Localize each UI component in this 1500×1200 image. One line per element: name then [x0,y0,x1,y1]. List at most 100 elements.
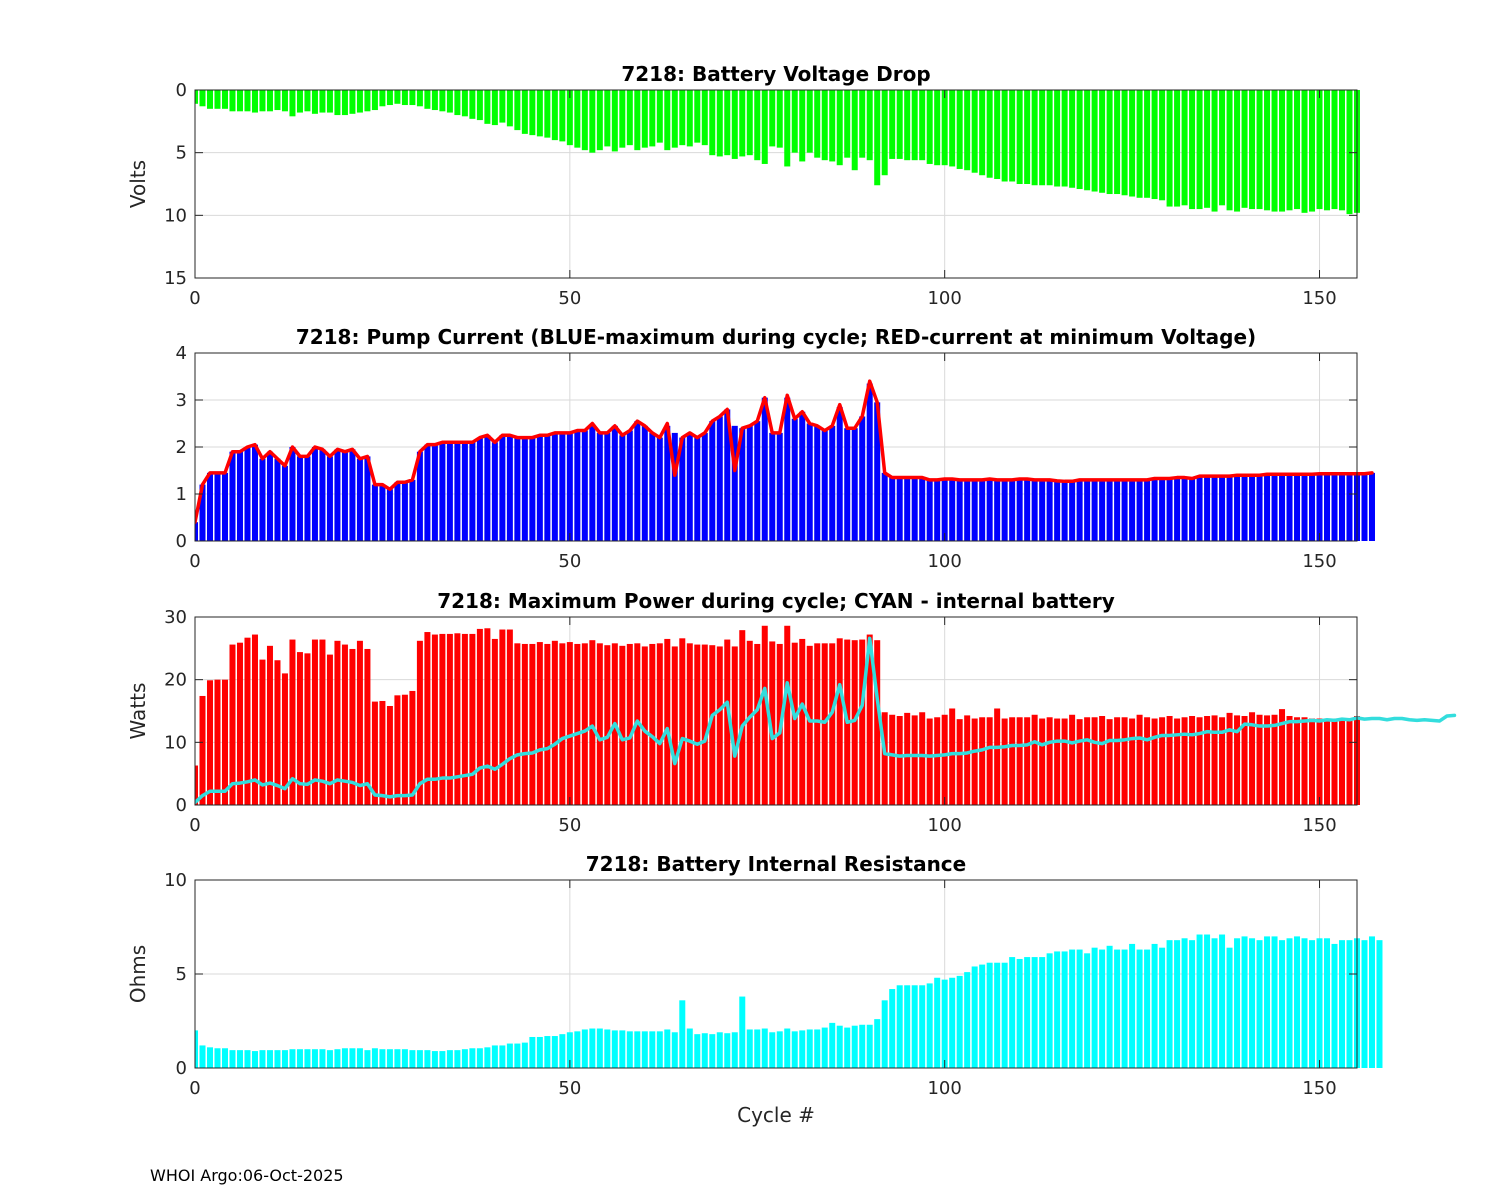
y-tick-label: 0 [176,80,187,101]
bar [821,90,828,161]
bar [926,90,933,164]
bar [484,435,491,541]
bar [821,643,828,805]
bar [521,90,528,134]
bar [979,964,986,1068]
bar [311,1049,318,1068]
bar [1181,717,1188,805]
x-tick-label: 150 [1302,815,1336,836]
bar [1256,475,1263,541]
bar [1271,714,1278,805]
bar [244,1050,251,1068]
bar [941,714,948,805]
bar [896,477,903,541]
bar [1204,476,1211,541]
bar [1031,714,1038,805]
bar [334,449,341,541]
bar [1129,90,1136,197]
bar [349,90,356,114]
bar [874,640,881,805]
y-tick-label: 2 [176,437,187,458]
axis-margin-mask [185,879,195,1069]
chart-title: 7218: Battery Internal Resistance [586,852,966,876]
bar [566,432,573,541]
bar [319,639,326,805]
bar [1031,90,1038,186]
bar [1189,90,1196,210]
bar [461,90,468,117]
bar [874,1019,881,1068]
y-tick-label: 15 [164,268,187,289]
bar [1294,474,1301,541]
y-tick-label: 0 [176,795,187,816]
bar [536,1036,543,1068]
bar [536,90,543,137]
bar [911,985,918,1068]
bar [371,701,378,805]
bar [446,442,453,541]
bar [311,639,318,805]
bar [206,472,213,541]
bar [806,1029,813,1068]
bar [551,90,558,141]
bar [1196,476,1203,541]
bar [491,638,498,805]
bar [739,996,746,1068]
bar [626,430,633,541]
bar [1054,480,1061,541]
bar [401,90,408,106]
bar [866,1024,873,1068]
x-tick-label: 0 [189,288,200,309]
bar [1331,718,1338,805]
bar [746,1029,753,1068]
bar [1301,938,1308,1068]
bar [919,712,926,805]
bar [746,640,753,805]
bar [1136,90,1143,198]
bar [1099,716,1106,805]
bar [199,1045,206,1068]
bar [1196,90,1203,210]
bar [1309,940,1316,1068]
chart-title: 7218: Battery Voltage Drop [621,62,930,86]
bar [619,645,626,805]
bar [304,1049,311,1068]
bar [656,90,663,143]
bar [589,640,596,805]
bar [289,639,296,805]
bar [1024,90,1031,184]
bar [386,1049,393,1068]
bar [364,648,371,805]
bar [356,90,363,113]
bar [1084,717,1091,805]
bar [611,1030,618,1068]
bar [949,977,956,1068]
bar [1241,90,1248,208]
bar [236,90,243,112]
bar [1271,936,1278,1068]
bar [1159,478,1166,541]
bar [296,90,303,113]
bar [1076,90,1083,190]
bar [386,489,393,541]
bar [236,1050,243,1068]
bar [671,432,678,541]
bar [604,90,611,147]
bar [596,432,603,541]
bar [266,645,273,805]
bar [296,652,303,805]
bar [596,643,603,805]
bar [529,643,536,805]
bar [634,421,641,541]
y-tick-label: 0 [176,531,187,552]
bar [244,90,251,112]
bar [461,442,468,541]
bar [701,644,708,805]
axis-margin-mask [185,616,195,806]
bar [521,437,528,541]
bar [439,90,446,112]
bar [1084,90,1091,191]
bar [949,478,956,541]
bar [574,1031,581,1068]
bar [1016,90,1023,184]
